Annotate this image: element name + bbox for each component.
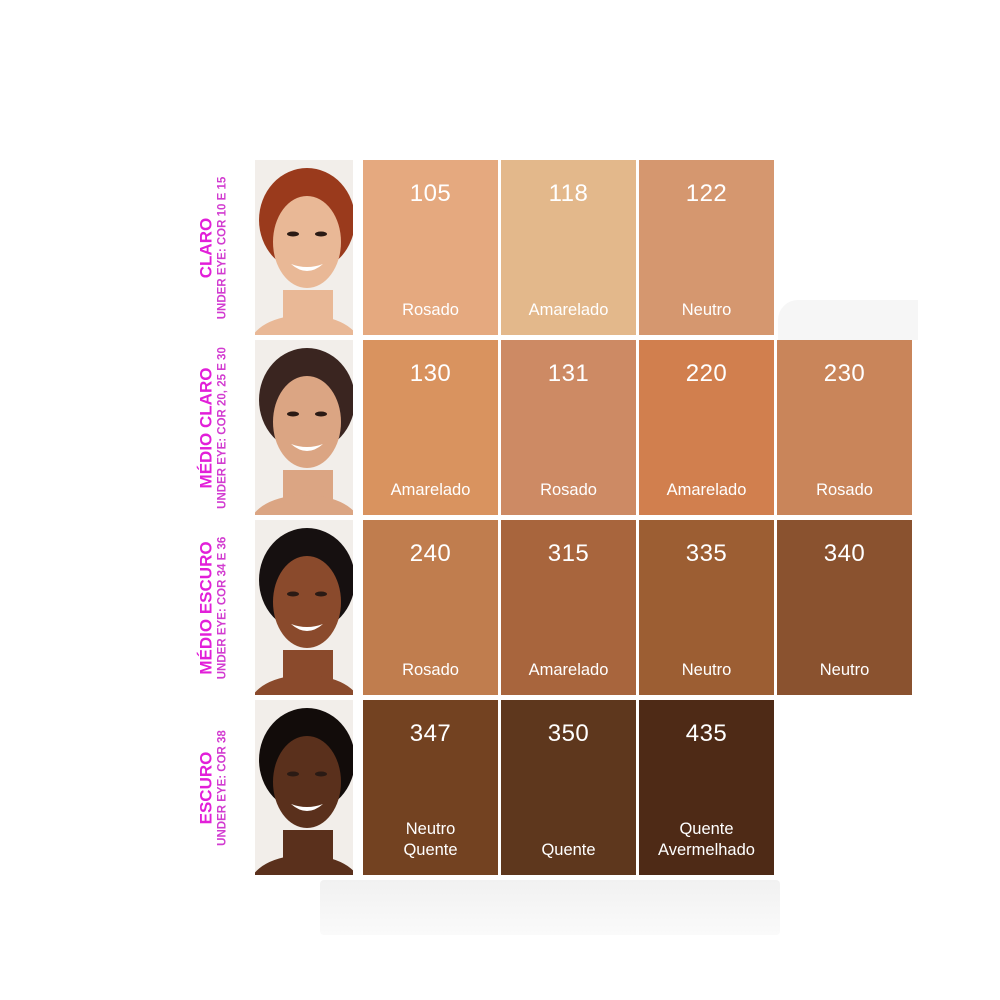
- shade-undertone: Rosado: [540, 481, 597, 499]
- shade-code: 340: [823, 540, 866, 567]
- under-eye-note: UNDER EYE: COR 10 E 15: [216, 176, 229, 320]
- shade-swatch-240[interactable]: 240 Rosado: [363, 520, 498, 695]
- category-name: MÉDIO ESCURO: [196, 541, 216, 675]
- drop-shadow: [778, 300, 918, 340]
- shade-undertone: Neutro: [819, 661, 870, 679]
- model-photo: [255, 340, 353, 515]
- shade-undertone: Rosado: [816, 481, 873, 499]
- under-eye-note: UNDER EYE: COR 20, 25 E 30: [216, 347, 229, 509]
- category-name: ESCURO: [196, 751, 216, 825]
- shade-swatch-118[interactable]: 118 Amarelado: [501, 160, 636, 335]
- under-eye-note: UNDER EYE: COR 34 E 36: [216, 536, 229, 680]
- shade-undertone: Neutro: [681, 301, 732, 319]
- category-label: ESCURO UNDER EYE: COR 38: [173, 700, 253, 875]
- shade-code: 105: [409, 180, 452, 207]
- shade-undertone: Neutro Quente: [403, 820, 458, 859]
- shade-code: 220: [685, 360, 728, 387]
- shade-swatch-315[interactable]: 315 Amarelado: [501, 520, 636, 695]
- shade-code: 435: [685, 720, 728, 747]
- model-photo: [255, 160, 353, 335]
- shade-swatch-131[interactable]: 131 Rosado: [501, 340, 636, 515]
- shade-swatch-230[interactable]: 230 Rosado: [777, 340, 912, 515]
- shade-undertone: Rosado: [402, 661, 459, 679]
- shade-code: 118: [548, 180, 589, 207]
- category-label: MÉDIO CLARO UNDER EYE: COR 20, 25 E 30: [173, 340, 253, 515]
- shade-undertone: Quente Avermelhado: [658, 820, 755, 859]
- shade-undertone: Amarelado: [666, 481, 747, 499]
- shade-code: 240: [409, 540, 452, 567]
- category-name: MÉDIO CLARO: [196, 367, 216, 489]
- category-name: CLARO: [196, 217, 216, 279]
- shade-undertone: Neutro: [681, 661, 732, 679]
- model-photo: [255, 520, 353, 695]
- shade-code: 131: [547, 360, 590, 387]
- model-photo: [255, 700, 353, 875]
- shade-swatch-220[interactable]: 220 Amarelado: [639, 340, 774, 515]
- shade-code: 350: [547, 720, 590, 747]
- shade-code: 230: [823, 360, 866, 387]
- shade-undertone: Amarelado: [528, 301, 609, 319]
- shade-swatch-130[interactable]: 130 Amarelado: [363, 340, 498, 515]
- shade-swatch-122[interactable]: 122 Neutro: [639, 160, 774, 335]
- shade-code: 122: [685, 180, 728, 207]
- shade-code: 347: [409, 720, 452, 747]
- shade-swatch-435[interactable]: 435 Quente Avermelhado: [639, 700, 774, 875]
- shade-swatch-105[interactable]: 105 Rosado: [363, 160, 498, 335]
- shade-undertone: Amarelado: [528, 661, 609, 679]
- shade-swatch-335[interactable]: 335 Neutro: [639, 520, 774, 695]
- category-label: CLARO UNDER EYE: COR 10 E 15: [173, 160, 253, 335]
- category-label: MÉDIO ESCURO UNDER EYE: COR 34 E 36: [173, 520, 253, 695]
- shade-undertone: Amarelado: [390, 481, 471, 499]
- shade-swatch-350[interactable]: 350 Quente: [501, 700, 636, 875]
- shade-swatch-347[interactable]: 347 Neutro Quente: [363, 700, 498, 875]
- shade-undertone: Rosado: [402, 301, 459, 319]
- shade-code: 315: [547, 540, 590, 567]
- shade-code: 335: [685, 540, 728, 567]
- under-eye-note: UNDER EYE: COR 38: [216, 730, 229, 846]
- shade-code: 130: [409, 360, 452, 387]
- shade-swatch-340[interactable]: 340 Neutro: [777, 520, 912, 695]
- shade-undertone: Quente: [541, 841, 596, 859]
- drop-shadow: [320, 880, 780, 935]
